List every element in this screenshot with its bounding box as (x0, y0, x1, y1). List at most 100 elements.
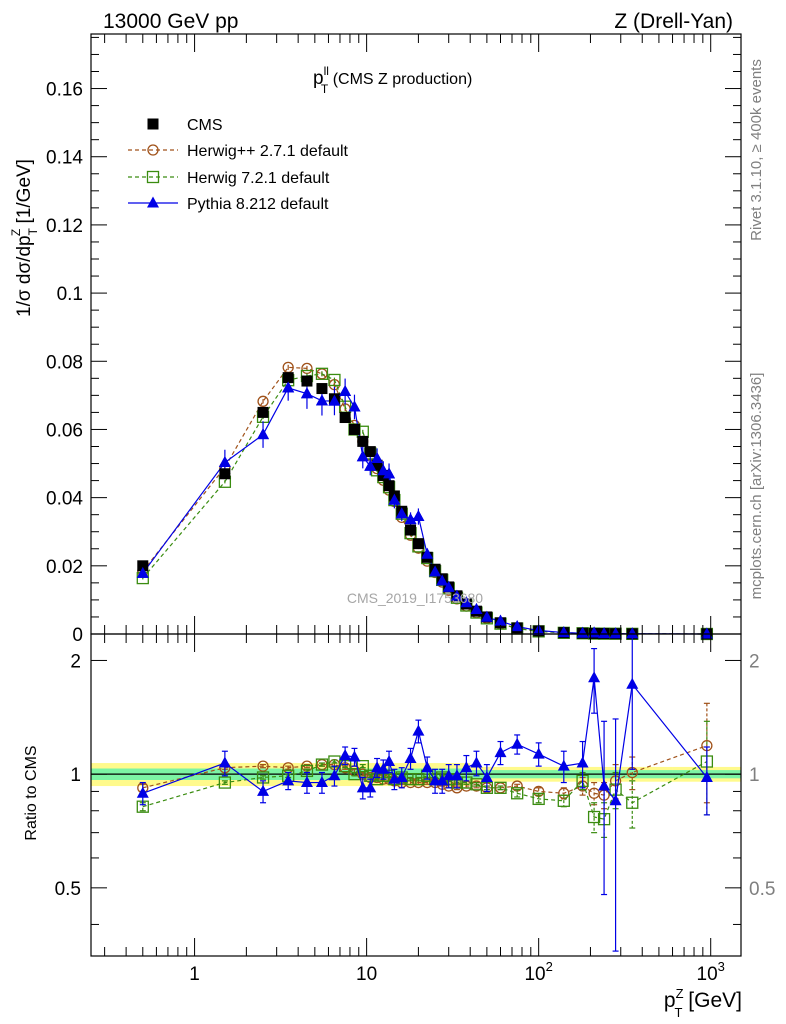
ratio-point-pythia (412, 724, 425, 736)
y-tick-label: 0.02 (46, 557, 83, 578)
ratio-point-herwig7 (626, 796, 639, 809)
legend-label-herwigpp: Herwig++ 2.7.1 default (187, 143, 349, 160)
ratio-tick-label: 2 (70, 651, 81, 672)
legend-label-cms: CMS (187, 117, 223, 134)
main-point-pythia (480, 610, 493, 622)
main-ylabel: 1/σ dσ/dpTZ [1/GeV] (9, 159, 40, 317)
ratio-point-herwig7 (494, 781, 507, 794)
legend-label-pythia: Pythia 8.212 default (187, 196, 329, 213)
main-point-cms (316, 383, 328, 395)
legend-marker-cms (147, 118, 159, 130)
plot-title: pll T (CMS Z production) (313, 64, 472, 96)
ratio-point-pythia (218, 756, 231, 768)
main-point-pythia (511, 620, 524, 632)
ylabel-sub: T (26, 227, 40, 235)
main-point-cms (357, 435, 369, 447)
ratio-tick-label-right: 1 (749, 765, 760, 786)
main-point-cms (301, 375, 313, 387)
ratio-point-herwig7 (348, 767, 361, 781)
ratio-point-pythia (300, 776, 313, 788)
ratio-point-pythia (480, 770, 493, 782)
axes: 0 0.02 0.04 0.06 0.08 0.1 0.12 0.14 0.16 0.5 0.5 1 1… (46, 34, 775, 985)
main-point-pythia (364, 459, 377, 471)
main-point-herwig7 (315, 367, 329, 380)
ratio-point-pythia (588, 671, 601, 683)
main-point-cms (282, 372, 294, 384)
main-point-pythia (412, 510, 425, 522)
main-point-pythia (218, 456, 231, 468)
main-point-pythia (339, 385, 352, 397)
plot-title-main: p (313, 68, 324, 89)
ratio-point-pythia (364, 781, 377, 793)
main-point-pythia (470, 603, 483, 615)
main-point-cms (364, 446, 376, 458)
y-tick-label: 0.12 (46, 216, 83, 237)
main-point-herwigpp (257, 395, 269, 407)
ratio-point-pythia (395, 770, 408, 782)
ylabel-sup: Z (9, 229, 23, 236)
legend-marker-herwigpp (147, 144, 159, 156)
main-point-cms (137, 560, 149, 572)
xlabel-main: p (664, 989, 676, 1012)
main-point-pythia (404, 513, 417, 525)
ylabel-unit: [1/GeV] (14, 159, 35, 229)
mcplots-reference-text: mcplots.cern.ch [arXiv:1306.3436] (748, 373, 765, 600)
main-point-pythia (494, 614, 507, 626)
ratio-point-herwig7 (511, 787, 524, 800)
ratio-line-herwigpp (142, 745, 708, 796)
main-point-pythia (450, 589, 463, 601)
ratio-tick-label-right: 0.5 (749, 879, 775, 900)
ratio-point-herwig7 (532, 792, 545, 806)
ratio-point-pythia (609, 794, 622, 806)
x-tick-label: 10 (356, 964, 377, 985)
ratio-point-herwigpp (257, 760, 269, 772)
ratio-point-pythia (436, 774, 449, 786)
main-point-cms (257, 406, 269, 418)
main-point-cms (377, 469, 389, 481)
main-point-cms (219, 468, 231, 480)
xlabel-unit: [GeV] (682, 989, 742, 1012)
ratio-point-pythia (557, 759, 570, 771)
x-tick-label: 102 (524, 959, 552, 985)
legend-label-herwig7: Herwig 7.2.1 default (187, 170, 330, 187)
ratio-point-pythia (377, 762, 390, 774)
y-tick-label: 0.06 (46, 420, 83, 441)
main-point-cms (339, 412, 351, 424)
ratio-point-pythia (576, 756, 589, 768)
header-left: 13000 GeV pp (103, 10, 238, 33)
ratio-point-pythia (626, 677, 639, 689)
header-right: Z (Drell-Yan) (614, 10, 733, 33)
xlabel-sub: T (675, 1005, 683, 1020)
ratio-frame (90, 633, 742, 957)
main-point-herwig7 (328, 373, 341, 387)
main-point-pythia (598, 627, 611, 639)
main-point-pythia (700, 627, 713, 639)
main-point-pythia (576, 626, 589, 638)
ratio-point-pythia (442, 769, 455, 781)
y-tick-label: 0.1 (57, 284, 83, 305)
rivet-version-text: Rivet 3.1.10, ≥ 400k events (748, 59, 765, 241)
ratio-point-pythia (348, 750, 361, 762)
ratio-point-pythia (339, 749, 352, 761)
main-point-cms (348, 423, 360, 435)
ratio-point-pythia (700, 770, 713, 782)
y-tick-label: 0.14 (46, 148, 83, 169)
ratio-point-pythia (511, 737, 524, 749)
legend: CMS Herwig++ 2.7.1 default Herwig 7.2.1 de… (128, 117, 349, 213)
main-point-pythia (136, 566, 149, 578)
main-point-pythia (460, 596, 473, 608)
main-point-pythia (442, 580, 455, 592)
ratio-point-pythia (383, 755, 396, 767)
plot-title-sub: T (321, 82, 329, 96)
ratio-point-pythia (470, 756, 483, 768)
plot-title-sup: ll (324, 64, 329, 78)
ratio-point-pythia (136, 786, 149, 798)
ratio-point-pythia (450, 769, 463, 781)
ratio-point-pythia (404, 752, 417, 764)
ratio-plot-data (136, 633, 714, 952)
x-tick-label: 1 (189, 964, 200, 985)
ratio-point-pythia (282, 774, 295, 786)
ratio-point-pythia (460, 761, 473, 773)
x-axis-label: pZ T [GeV] (664, 986, 742, 1020)
main-point-pythia (348, 400, 361, 412)
